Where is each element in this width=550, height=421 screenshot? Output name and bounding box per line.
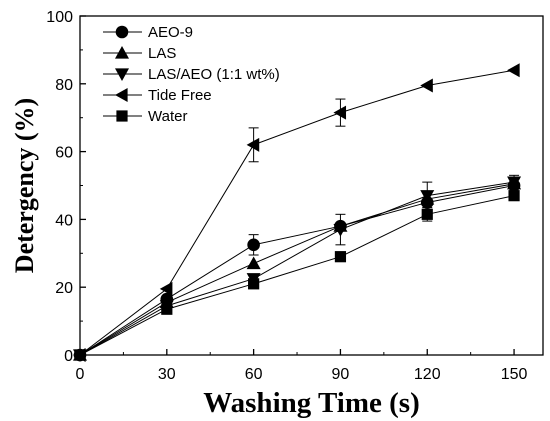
circle-marker [115, 25, 129, 39]
y-tick-label: 80 [55, 77, 73, 94]
x-tick-label: 60 [245, 366, 263, 383]
x-tick-label: 120 [414, 366, 441, 383]
series-tide-free [73, 63, 520, 362]
y-tick-label: 20 [55, 280, 73, 297]
series-las-aeo-1-1-wt- [73, 174, 522, 362]
square-marker [74, 349, 86, 361]
legend-label: Tide Free [148, 87, 212, 104]
y-axis-title: Detergency (%) [10, 98, 39, 273]
triangle-down-marker [333, 223, 348, 237]
square-marker [116, 110, 128, 122]
square-marker [334, 251, 347, 263]
series-line [79, 183, 515, 356]
x-axis-title: Washing Time (s) [203, 387, 419, 419]
series-las [73, 176, 522, 361]
series-line [79, 181, 515, 356]
square-marker [248, 278, 260, 290]
triangle-left-marker [507, 63, 520, 78]
triangle-left-marker [420, 78, 433, 93]
legend-item: LAS [103, 45, 176, 62]
legend: AEO-9 LAS LAS/AEO (1:1 wt%) Tide Free Water [103, 24, 280, 125]
triangle-down-marker [115, 68, 129, 81]
series-layer [73, 63, 522, 362]
triangle-down-marker [507, 176, 522, 190]
axes-layer: 0 30 60 90 120 150 0 20 40 60 80 100 [46, 9, 544, 383]
legend-item: LAS/AEO (1:1 wt%) [103, 66, 280, 83]
legend-label: LAS [148, 45, 176, 62]
legend-item: Water [103, 108, 187, 125]
series-line [79, 195, 515, 356]
triangle-down-marker [420, 190, 435, 203]
legend-label: Water [148, 108, 187, 125]
square-marker [161, 303, 173, 315]
legend-label: AEO-9 [148, 24, 193, 41]
square-marker [508, 190, 520, 202]
series-line [79, 69, 515, 356]
triangle-left-marker [333, 105, 347, 120]
x-tick-label: 30 [158, 366, 176, 383]
legend-item: AEO-9 [103, 24, 193, 41]
x-tick-label: 90 [332, 366, 350, 383]
legend-label: LAS/AEO (1:1 wt%) [148, 66, 280, 83]
y-tick-label: 60 [55, 145, 73, 162]
circle-marker [247, 238, 260, 252]
y-tick-label: 100 [46, 9, 73, 26]
y-tick-label: 0 [64, 348, 73, 365]
legend-item: Tide Free [103, 87, 212, 104]
x-tick-label: 150 [501, 366, 528, 383]
series-line [79, 185, 515, 356]
triangle-up-marker [246, 256, 261, 270]
triangle-left-marker [115, 88, 128, 102]
triangle-left-marker [246, 137, 260, 152]
y-tick-label: 40 [55, 212, 73, 229]
series-water [74, 190, 520, 361]
x-tick-label: 0 [76, 366, 85, 383]
triangle-up-marker [115, 46, 129, 59]
square-marker [421, 208, 433, 220]
triangle-left-marker [159, 281, 173, 296]
